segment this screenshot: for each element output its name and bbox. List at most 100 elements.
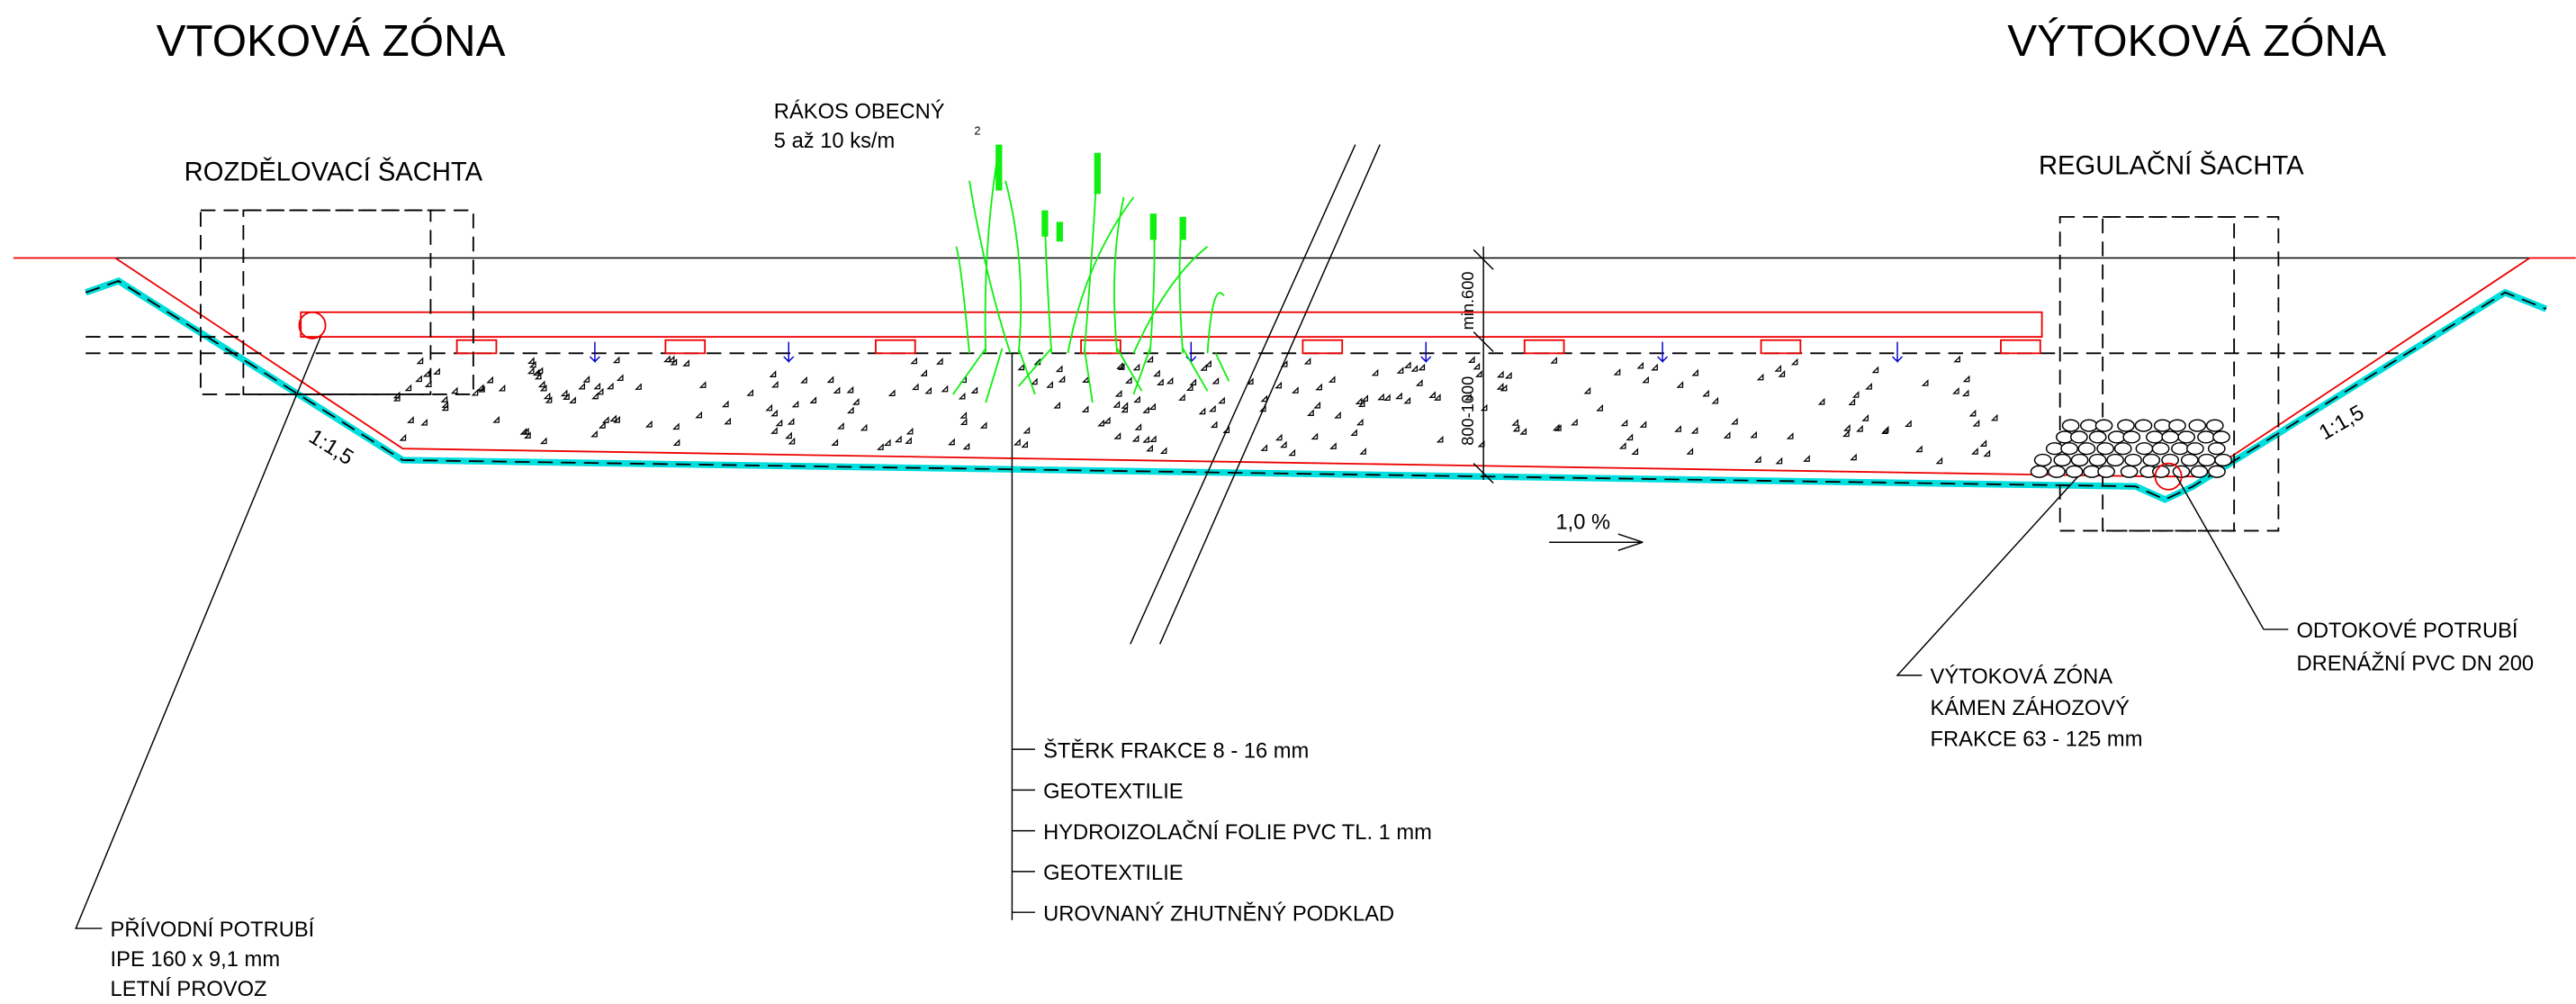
gravel xyxy=(1055,365,1063,373)
gravel xyxy=(1121,405,1128,413)
gravel xyxy=(590,430,598,438)
gravel xyxy=(1850,453,1857,461)
flow-mark xyxy=(1185,341,1197,364)
gravel xyxy=(1428,391,1436,399)
gravel xyxy=(1613,368,1621,375)
gravel xyxy=(1511,419,1519,426)
gravel xyxy=(1329,442,1337,449)
gravel xyxy=(569,396,576,403)
gravel xyxy=(1260,394,1268,403)
distribution-pipe xyxy=(300,311,2043,339)
gravel xyxy=(1961,389,1969,397)
gravel xyxy=(1843,424,1851,431)
shaft-label: ROZDĚLOVACÍ ŠACHTA xyxy=(185,157,483,187)
gravel xyxy=(1315,383,1322,391)
pipe-outlet xyxy=(875,339,916,355)
gravel xyxy=(1395,392,1402,400)
callout-text: VÝTOKOVÁ ZÓNA xyxy=(1931,665,2113,689)
gravel xyxy=(775,419,783,427)
gravel xyxy=(1031,377,1038,385)
gravel xyxy=(1842,430,1850,438)
gravel xyxy=(788,437,796,445)
plant-label: RÁKOS OBECNÝ xyxy=(774,99,945,123)
gravel xyxy=(1260,444,1268,451)
gravel xyxy=(612,356,620,364)
pipe-outlet xyxy=(1080,339,1121,355)
outlet-pipe xyxy=(2154,462,2183,491)
shaft xyxy=(200,209,474,395)
gravel xyxy=(532,368,540,376)
gravel xyxy=(1058,375,1066,383)
gravel xyxy=(433,367,440,375)
stone xyxy=(2146,430,2164,444)
gravel xyxy=(785,431,792,439)
zone-label: VTOKOVÁ ZÓNA xyxy=(157,16,506,66)
stone xyxy=(2134,419,2153,432)
gravel xyxy=(905,437,912,444)
gravel xyxy=(1198,407,1206,415)
gravel xyxy=(962,442,970,450)
gravel xyxy=(563,393,570,400)
break-line xyxy=(1158,144,1381,645)
gravel xyxy=(1953,355,1960,363)
stone xyxy=(2142,453,2161,467)
gravel xyxy=(524,431,531,439)
shaft xyxy=(2058,215,2280,532)
gravel xyxy=(1711,396,1719,404)
gravel xyxy=(536,366,544,375)
gravel xyxy=(560,389,568,397)
gravel xyxy=(941,384,949,393)
gravel xyxy=(672,422,680,430)
gravel xyxy=(1113,432,1121,439)
gravel xyxy=(1279,440,1287,448)
gravel xyxy=(1311,432,1319,440)
callout-text: ODTOKOVÉ POTRUBÍ xyxy=(2296,619,2517,643)
gravel xyxy=(1189,378,1197,386)
gravel xyxy=(1803,455,1810,462)
gravel xyxy=(1350,429,1357,437)
plant-density: 5 až 10 ks/m xyxy=(774,130,895,153)
gravel xyxy=(1496,383,1504,390)
plant-density-exponent: 2 xyxy=(974,124,980,138)
callout-text: LETNÍ PROVOZ xyxy=(111,977,267,1001)
gravel xyxy=(1146,444,1153,452)
dimension-label: min.600 xyxy=(1458,272,1477,330)
stone xyxy=(2106,453,2124,467)
gravel xyxy=(1962,375,1970,383)
stone xyxy=(2061,419,2080,432)
slope-label: 1:1,5 xyxy=(304,425,357,470)
gravel xyxy=(1477,439,1485,448)
gravel xyxy=(1114,389,1122,397)
gravel xyxy=(1871,366,1879,374)
gravel xyxy=(399,433,407,441)
gravel xyxy=(1124,376,1132,384)
gravel xyxy=(770,427,778,434)
gravel xyxy=(1377,393,1384,401)
gravel xyxy=(1356,418,1364,426)
gravel xyxy=(1583,386,1591,394)
callout-text: IPE 160 x 9,1 mm xyxy=(111,948,281,972)
gravel xyxy=(1790,357,1798,366)
stone xyxy=(2088,453,2107,467)
stone xyxy=(2088,430,2107,444)
flow-mark xyxy=(589,341,600,364)
slope-arrow xyxy=(1549,533,1644,543)
gravel xyxy=(539,384,547,392)
stone xyxy=(2096,442,2114,456)
stone xyxy=(2214,453,2232,467)
gravel xyxy=(1571,418,1578,426)
gravel xyxy=(1081,405,1089,412)
gravel xyxy=(959,412,968,419)
gravel xyxy=(1403,396,1411,404)
gravel xyxy=(958,392,966,400)
gravel xyxy=(1046,381,1053,388)
gravel xyxy=(1817,397,1825,405)
gravel xyxy=(1292,386,1299,393)
gravel xyxy=(1157,378,1164,385)
gravel xyxy=(771,380,779,388)
shaft-label: REGULAČNÍ ŠACHTA xyxy=(2039,149,2304,180)
gravel xyxy=(1552,423,1560,431)
gravel xyxy=(765,403,773,412)
gravel xyxy=(695,411,702,419)
stone xyxy=(2161,430,2180,444)
